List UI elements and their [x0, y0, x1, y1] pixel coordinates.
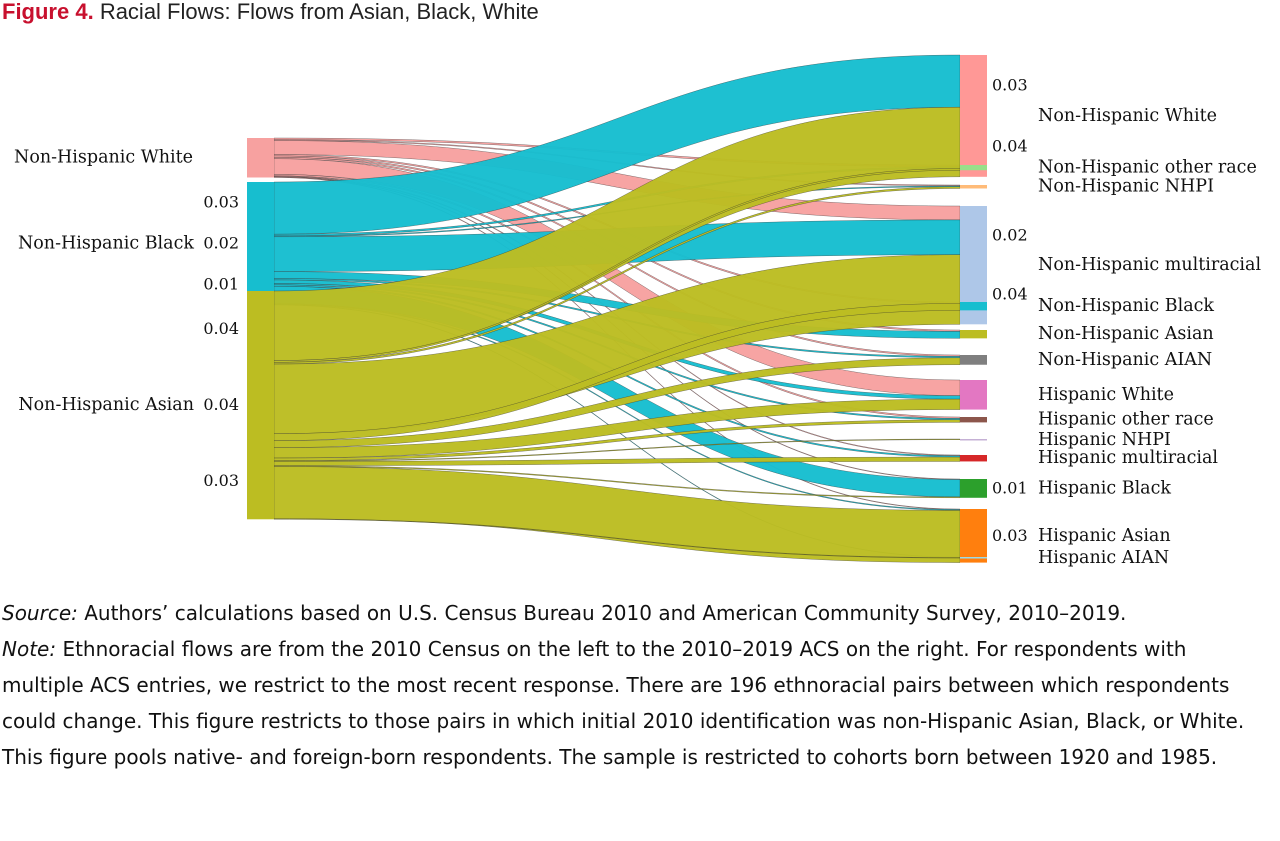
source-label-non-hispanic-asian: Non-Hispanic Asian — [18, 395, 194, 415]
target-node-non-hispanic-other-race — [960, 165, 987, 171]
target-value-label: 0.01 — [992, 478, 1028, 497]
target-label-non-hispanic-nhpi: Non-Hispanic NHPI — [1038, 177, 1214, 197]
target-label-non-hispanic-aian: Non-Hispanic AIAN — [1038, 350, 1212, 370]
target-node-hispanic-asian — [960, 509, 987, 563]
target-node-hispanic-other-race — [960, 417, 987, 423]
source-value-label: 0.03 — [203, 193, 239, 212]
source-label-non-hispanic-white: Non-Hispanic White — [14, 148, 193, 168]
note-text: Ethnoracial flows are from the 2010 Cens… — [2, 637, 1245, 769]
target-node-hispanic-multiracial — [960, 455, 987, 462]
figure-notes: Source: Authors’ calculations based on U… — [2, 595, 1262, 775]
target-value-label: 0.03 — [992, 75, 1028, 94]
target-label-non-hispanic-white: Non-Hispanic White — [1038, 106, 1217, 126]
target-label-non-hispanic-multiracial: Non-Hispanic multiracial — [1038, 255, 1261, 275]
source-node-non-hispanic-black — [247, 182, 274, 306]
target-value-label: 0.03 — [992, 526, 1028, 545]
target-label-non-hispanic-black: Non-Hispanic Black — [1038, 296, 1214, 316]
source-value-label: 0.03 — [203, 471, 239, 490]
target-label-hispanic-nhpi: Hispanic NHPI — [1038, 430, 1171, 450]
figure-title-text: Racial Flows: Flows from Asian, Black, W… — [99, 0, 539, 24]
source-value-label: 0.01 — [203, 275, 239, 294]
target-label-hispanic-black: Hispanic Black — [1038, 478, 1171, 498]
target-label-hispanic-multiracial: Hispanic multiracial — [1038, 448, 1218, 468]
source-text: Authors’ calculations based on U.S. Cens… — [84, 601, 1127, 625]
target-node-hispanic-black — [960, 479, 987, 498]
target-value-label: 0.04 — [992, 136, 1028, 155]
target-node-non-hispanic-aian — [960, 355, 987, 365]
source-node-non-hispanic-white — [247, 138, 274, 178]
target-node-non-hispanic-white — [960, 55, 987, 177]
target-value-label: 0.04 — [992, 285, 1028, 304]
source-value-label: 0.04 — [203, 395, 239, 414]
source-value-label: 0.02 — [203, 234, 239, 253]
target-label-non-hispanic-other-race: Non-Hispanic other race — [1038, 158, 1257, 178]
target-label-hispanic-white: Hispanic White — [1038, 385, 1174, 405]
figure-number: Figure 4. — [2, 0, 94, 24]
figure-title: Figure 4. Racial Flows: Flows from Asian… — [2, 0, 539, 25]
target-node-hispanic-nhpi — [960, 439, 987, 441]
flow-links — [273, 54, 961, 563]
method-note: Note: Ethnoracial flows are from the 201… — [2, 631, 1262, 775]
source-note: Source: Authors’ calculations based on U… — [2, 595, 1262, 631]
target-label-non-hispanic-asian: Non-Hispanic Asian — [1038, 324, 1214, 344]
target-node-hispanic-aian — [960, 557, 987, 559]
target-value-label: 0.02 — [992, 226, 1028, 245]
target-node-hispanic-white — [960, 380, 987, 410]
target-node-non-hispanic-nhpi — [960, 185, 987, 189]
sankey-diagram: Non-Hispanic White Non-Hispanic Black 0.03… — [14, 54, 1261, 568]
note-label: Note: — [2, 637, 57, 661]
target-node-non-hispanic-asian — [960, 330, 987, 339]
target-label-hispanic-asian: Hispanic Asian — [1038, 526, 1171, 546]
target-label-hispanic-other-race: Hispanic other race — [1038, 410, 1214, 430]
source-label-non-hispanic-black: Non-Hispanic Black — [18, 234, 194, 254]
source-node-non-hispanic-asian — [247, 291, 274, 520]
source-value-label: 0.04 — [203, 319, 239, 338]
target-label-hispanic-aian: Hispanic AIAN — [1038, 548, 1169, 568]
node-labels: Non-Hispanic White Non-Hispanic Black 0.03… — [14, 75, 1261, 567]
source-label: Source: — [2, 601, 78, 625]
sankey-nodes — [247, 55, 987, 563]
target-node-non-hispanic-black — [960, 302, 987, 311]
